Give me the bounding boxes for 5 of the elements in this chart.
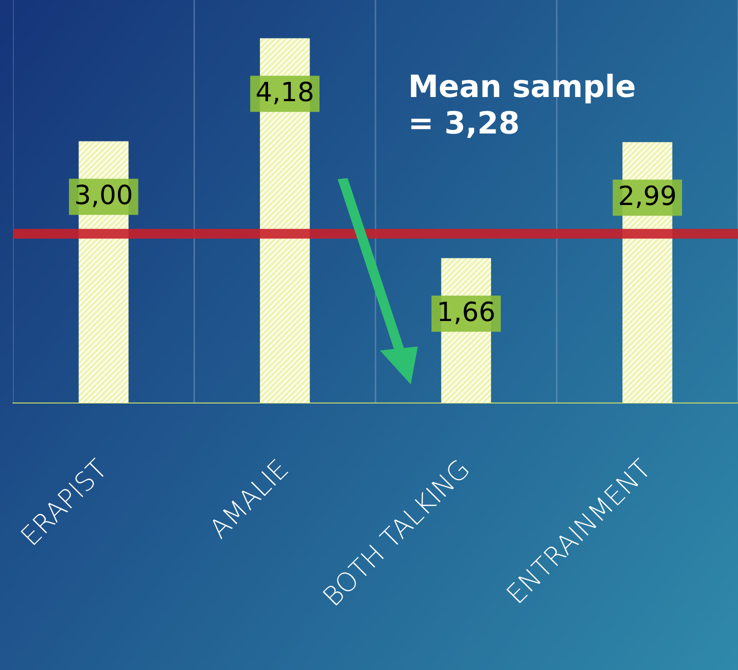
data-label: 3,00 [76,184,132,208]
annotation: Mean sample = 3,28 [410,74,634,138]
data-label: 1,66 [440,301,494,324]
data-label: 4,18 [256,82,312,104]
data-label: 2,99 [620,185,675,208]
